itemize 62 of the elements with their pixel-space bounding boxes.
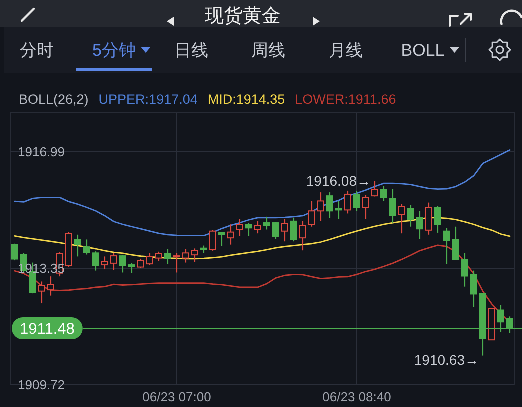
candlestick [218, 232, 226, 247]
x-tick-label: 06/23 07:00 [142, 390, 212, 404]
y-tick-label: 1916.99 [18, 144, 65, 160]
candlestick [84, 239, 90, 256]
candlestick [12, 243, 18, 262]
candlestick [408, 204, 414, 228]
candlestick [354, 190, 360, 212]
y-tick-label: 1909.72 [18, 378, 65, 392]
text: 5分钟 [92, 41, 136, 60]
ref-line-label: 1911.48 [20, 321, 75, 338]
candlestick [344, 190, 352, 214]
text: 月线 [328, 41, 363, 60]
candlestick [290, 217, 298, 242]
candlestick [426, 202, 432, 236]
candlestick [470, 270, 478, 308]
legend: BOLL(26,2) UPPER:1917.04 MID:1914.35 LOWER:1911.66 [19, 92, 396, 107]
candlestick [272, 222, 280, 240]
candlestick [38, 281, 46, 304]
candlestick [156, 251, 162, 262]
candlestick [462, 252, 468, 288]
candlestick [128, 262, 136, 274]
candlestick [146, 252, 154, 266]
candlestick [254, 220, 262, 234]
candlestick [398, 204, 406, 234]
candlestick [246, 222, 252, 238]
text: 分时 [20, 41, 54, 60]
candlestick [434, 206, 442, 234]
candlestick [102, 256, 108, 270]
candlestick [326, 192, 334, 219]
candlestick [92, 251, 100, 272]
candlestick [362, 194, 370, 220]
text: 日线 [174, 41, 208, 60]
annotation: 1916.08→ [306, 173, 371, 189]
candlestick [182, 248, 190, 264]
candlestick [228, 224, 234, 246]
candlestick [444, 228, 450, 265]
candlestick [174, 252, 180, 274]
candlestick [74, 234, 82, 258]
candlestick [416, 210, 424, 240]
candlestick [110, 252, 118, 271]
candlestick [390, 188, 396, 224]
candlestick [282, 218, 288, 242]
candlestick [318, 192, 324, 222]
candlestick [48, 276, 54, 296]
annotation: 1910.63→ [414, 352, 479, 368]
candlestick [452, 226, 460, 260]
x-tick-label: 06/23 08:40 [322, 390, 392, 404]
candlestick [164, 248, 172, 265]
candlestick [336, 200, 342, 220]
candlestick [120, 254, 126, 274]
candlestick [192, 248, 198, 263]
candlestick [380, 186, 388, 202]
chart-title: 现货黄金 [205, 6, 281, 27]
ref-line-label: 1911.48 [12, 318, 83, 340]
candlestick [264, 216, 270, 230]
text: BOLL [401, 41, 445, 60]
candlestick [308, 200, 316, 228]
candlestick [236, 218, 244, 238]
candlestick [372, 180, 378, 198]
text: 周线 [252, 41, 286, 60]
candlestick [300, 220, 306, 252]
candlestick [210, 230, 216, 252]
